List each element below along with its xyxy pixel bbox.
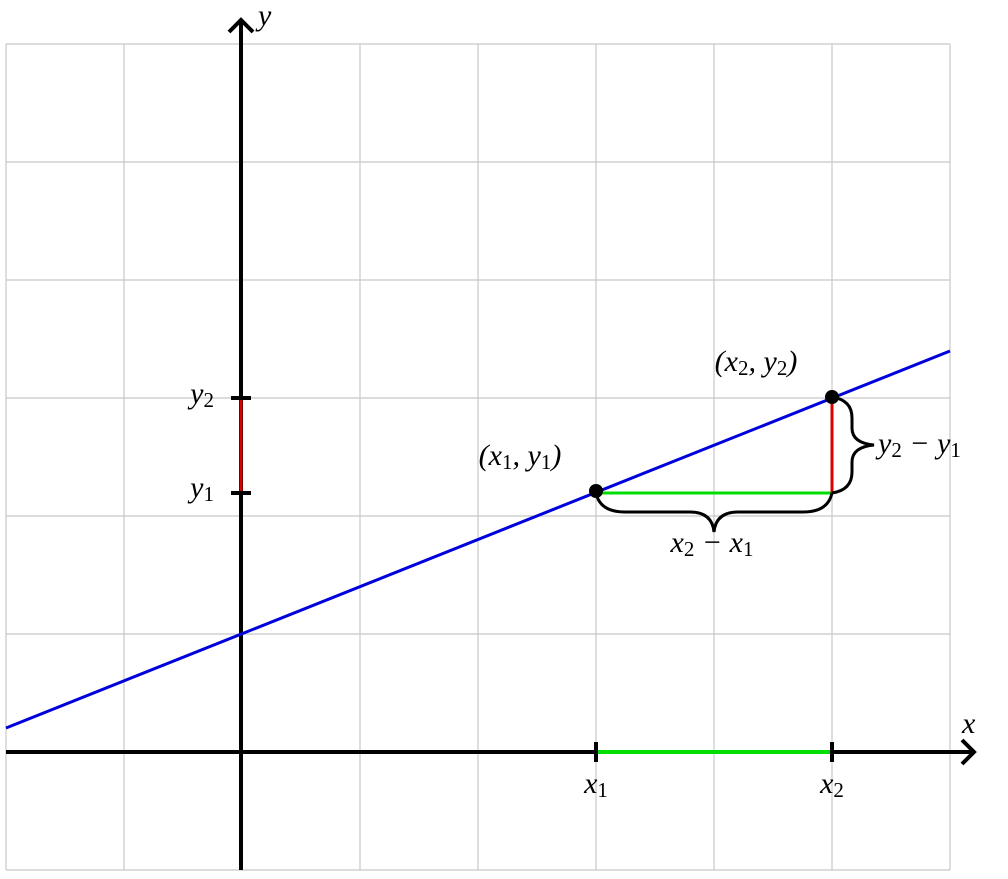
x-arrow xyxy=(960,738,977,766)
subscript: 1 xyxy=(950,438,961,462)
label-text: y xyxy=(255,0,272,32)
subscript: 1 xyxy=(204,482,215,506)
label-text: , y xyxy=(748,345,777,378)
label-text: x xyxy=(819,767,834,800)
label-text: x xyxy=(670,526,685,559)
ticks xyxy=(231,396,834,762)
brace-horizontal xyxy=(594,492,834,533)
subscript: 2 xyxy=(833,778,844,802)
subscript: 2 xyxy=(777,356,788,380)
subscript: 1 xyxy=(743,537,754,561)
x-axis-label: x xyxy=(961,707,976,740)
y-axis-label: y xyxy=(255,0,272,32)
subscript: 1 xyxy=(597,778,608,802)
label-text: y xyxy=(875,427,892,460)
label-text: ) xyxy=(785,345,797,378)
label-text: x xyxy=(961,707,976,740)
brace-label: y2 − y1 xyxy=(875,427,961,462)
tick-label: x2 xyxy=(819,767,844,802)
tick-label: y1 xyxy=(187,471,214,506)
label-text: (x xyxy=(715,345,739,378)
y-arrow xyxy=(227,17,255,34)
line xyxy=(5,349,951,730)
label-text: y xyxy=(187,471,204,504)
brace-label: x2 − x1 xyxy=(670,526,754,561)
tick-label: y2 xyxy=(187,377,214,412)
label-text: x xyxy=(583,767,598,800)
tick-label: x1 xyxy=(583,767,608,802)
label-text: − y xyxy=(902,427,951,460)
point xyxy=(589,484,603,498)
brace-vertical xyxy=(831,395,875,495)
subscript: 2 xyxy=(684,537,695,561)
label-text: − x xyxy=(694,526,743,559)
label-text: , y xyxy=(512,439,541,472)
subscript: 1 xyxy=(541,450,552,474)
label-text: ) xyxy=(549,439,561,472)
grid xyxy=(5,43,951,871)
subscript: 2 xyxy=(738,356,749,380)
label-text: y xyxy=(187,377,204,410)
subscript: 1 xyxy=(502,450,513,474)
subscript: 2 xyxy=(891,438,902,462)
point xyxy=(825,390,839,404)
point-label: (x2, y2) xyxy=(715,345,798,380)
point-label: (x1, y1) xyxy=(479,439,562,474)
label-text: (x xyxy=(479,439,503,472)
subscript: 2 xyxy=(204,388,215,412)
